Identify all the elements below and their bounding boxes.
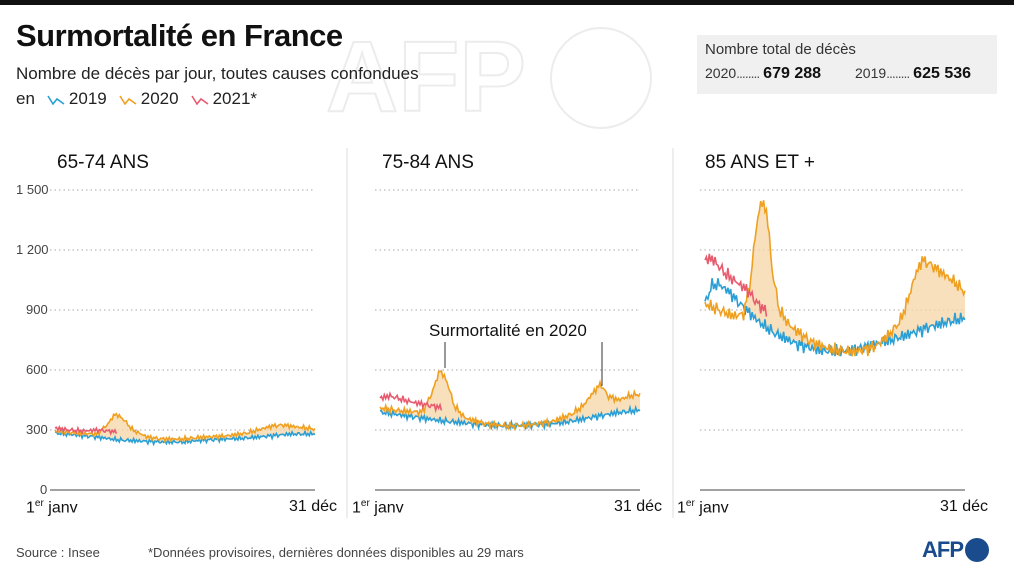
legend-swatch-2020 <box>119 95 137 105</box>
legend-label-2021: 2021* <box>212 89 258 108</box>
x-start-month: janv <box>48 499 78 517</box>
totals-2020: 2020........ 679 288 <box>705 65 821 83</box>
x-end-label: 31 déc <box>940 498 989 515</box>
x-start-suffix: er <box>360 498 370 509</box>
line-2019-65-74 <box>54 428 316 447</box>
line-2019-85plus <box>704 278 966 357</box>
annotation-label: Surmortalité en 2020 <box>429 321 587 340</box>
panel-title-75-84: 75-84 ANS <box>382 152 474 173</box>
x-end-label: 31 déc <box>289 498 338 515</box>
x-start-label: 1er janv <box>26 498 78 517</box>
legend-item-2020: 2020 <box>119 89 179 109</box>
y-tick-label: 1 500 <box>16 182 49 197</box>
y-tick-label: 600 <box>26 362 48 377</box>
totals-2020-value: 679 288 <box>763 65 822 82</box>
footer-note: *Données provisoires, dernières données … <box>148 545 524 560</box>
legend-label-2020: 2020 <box>140 89 179 108</box>
y-tick-label: 0 <box>40 482 48 497</box>
totals-2019: 2019........ 625 536 <box>855 65 971 83</box>
x-start-day: 1 <box>352 499 361 517</box>
chart-title: Surmortalité en France <box>16 18 343 53</box>
totals-2020-label: 2020 <box>705 65 737 81</box>
x-end-label: 31 déc <box>614 498 663 515</box>
x-start-day: 1 <box>26 499 35 517</box>
afp-watermark: AFP <box>325 20 652 134</box>
afp-watermark-text: AFP <box>326 21 526 133</box>
totals-2020-dots: ........ <box>736 65 760 81</box>
line-2021-65-74 <box>54 425 118 436</box>
legend-prefix: en <box>16 89 35 108</box>
x-start-day: 1 <box>677 499 686 517</box>
line-2021-75-84 <box>379 391 443 414</box>
excess-area-85plus <box>705 200 965 352</box>
top-bar <box>0 0 1014 5</box>
line-2021-85plus <box>704 253 768 317</box>
line-2020-85plus <box>704 200 966 357</box>
chart-subtitle: Nombre de décès par jour, toutes causes … <box>16 64 419 83</box>
line-2019-75-84 <box>379 404 641 432</box>
x-start-suffix: er <box>34 498 44 509</box>
y-tick-label: 300 <box>26 422 48 437</box>
y-tick-label: 900 <box>26 302 48 317</box>
x-start-suffix: er <box>685 498 695 509</box>
legend: en 2019 2020 2021* <box>16 89 257 109</box>
x-start-month: janv <box>699 499 729 517</box>
totals-2019-dots: ........ <box>886 65 910 81</box>
totals-box: Nombre total de décès 2020........ 679 2… <box>697 35 997 94</box>
panel-title-85plus: 85 ANS ET + <box>705 152 816 173</box>
totals-2019-value: 625 536 <box>913 65 972 82</box>
legend-swatch-2019 <box>47 95 65 105</box>
afp-logo-dot <box>965 538 989 562</box>
legend-swatch-2021 <box>190 95 209 105</box>
totals-heading: Nombre total de décès <box>705 41 856 58</box>
panel-title-65-74: 65-74 ANS <box>57 152 149 173</box>
afp-logo-text: AFP <box>922 537 964 562</box>
totals-2019-label: 2019 <box>855 65 887 81</box>
line-2020-75-84 <box>379 369 641 431</box>
legend-item-2019: 2019 <box>47 89 107 109</box>
afp-logo: AFP <box>922 537 989 563</box>
x-start-label: 1er janv <box>677 498 729 517</box>
x-start-month: janv <box>374 499 404 517</box>
excess-area-65-74 <box>55 413 315 442</box>
legend-item-2021: 2021* <box>190 89 258 109</box>
footer-source: Source : Insee <box>16 545 100 560</box>
legend-label-2019: 2019 <box>68 89 107 108</box>
y-tick-label: 1 200 <box>16 242 49 257</box>
x-start-label: 1er janv <box>352 498 404 517</box>
